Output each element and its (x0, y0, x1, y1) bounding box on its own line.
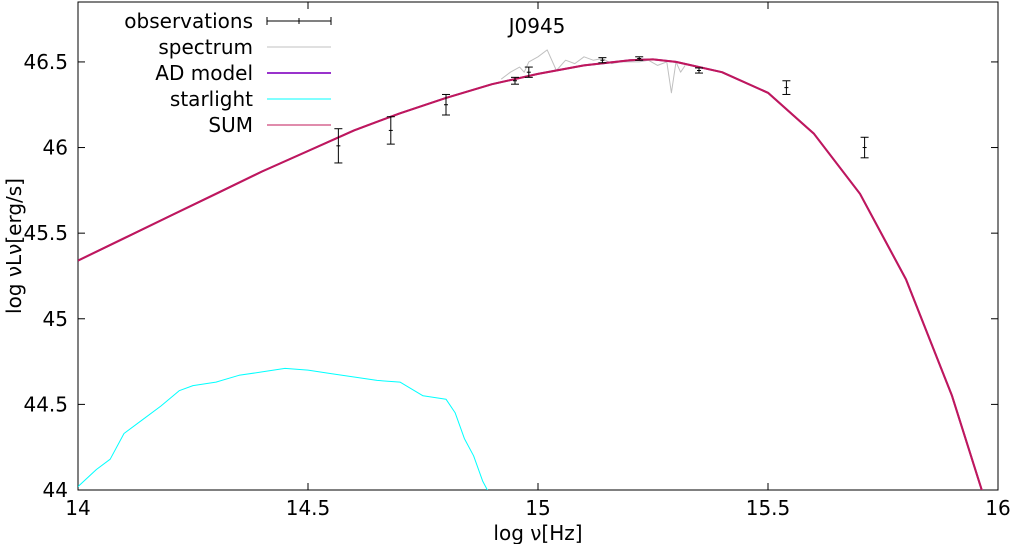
series-starlight (78, 367, 488, 490)
observation-point (695, 67, 703, 74)
observation-point (386, 116, 395, 145)
observation-point (635, 56, 644, 61)
x-tick-label: 15 (525, 496, 550, 520)
legend-item: observations (124, 9, 332, 33)
y-tick-label: 46 (43, 136, 68, 160)
legend-label: spectrum (158, 35, 253, 59)
chart-title: J0945 (507, 14, 566, 38)
x-tick-label: 14 (65, 496, 90, 520)
x-tick-label: 14.5 (286, 496, 331, 520)
legend-item: spectrum (158, 35, 331, 59)
x-axis-ticks: 14 14.5 15 15.5 16 (65, 2, 1011, 520)
x-tick-label: 16 (985, 496, 1010, 520)
observation-point (524, 66, 533, 78)
legend-label: observations (124, 9, 253, 33)
y-tick-label: 44.5 (23, 392, 68, 416)
series-spectrum (500, 49, 686, 94)
series-layer (78, 49, 983, 490)
y-axis-ticks: 44 44.5 45 45.5 46 46.5 (23, 50, 998, 502)
observation-point (860, 136, 869, 159)
y-tick-label: 44 (43, 478, 68, 502)
legend-label: SUM (208, 113, 253, 137)
observation-point (334, 128, 343, 164)
legend-item: SUM (208, 113, 331, 137)
legend-label: starlight (170, 87, 253, 111)
legend-item: AD model (155, 61, 331, 85)
x-tick-label: 15.5 (746, 496, 791, 520)
observation-point (598, 57, 607, 64)
series-sum (78, 58, 983, 490)
observation-point (511, 76, 519, 85)
observation-point (782, 80, 791, 95)
y-axis-label: log νLν[erg/s] (2, 178, 26, 314)
x-axis-label: log ν[Hz] (493, 521, 582, 544)
legend-label: AD model (155, 61, 253, 85)
observation-point (442, 93, 450, 116)
y-tick-label: 46.5 (23, 50, 68, 74)
y-tick-label: 45 (43, 307, 68, 331)
legend-item: starlight (170, 87, 331, 111)
y-tick-label: 45.5 (23, 221, 68, 245)
